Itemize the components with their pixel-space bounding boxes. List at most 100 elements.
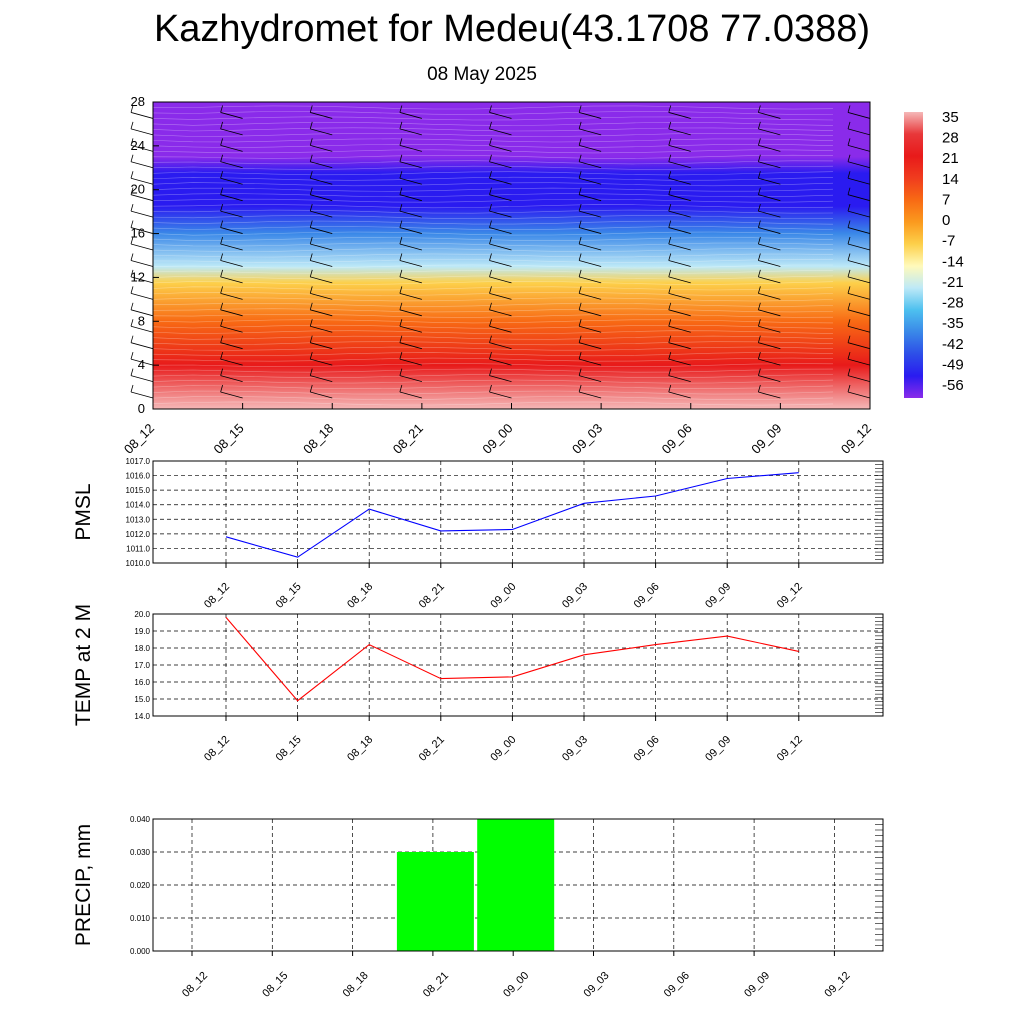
wind-barb: [579, 210, 602, 218]
y-axis-label: PMSL: [72, 483, 95, 540]
wind-barb: [399, 161, 422, 169]
y-tick-label: 1012.0: [126, 530, 151, 539]
wind-barb-flag: [757, 138, 761, 146]
wind-barb-flag: [668, 302, 672, 310]
contour-line: [152, 352, 834, 357]
wind-barb-flag: [489, 187, 492, 195]
x-tick-label: 08_12: [180, 970, 210, 1000]
wind-barb: [489, 292, 512, 300]
contour-line: [152, 198, 834, 203]
wind-barb-flag: [847, 368, 851, 376]
x-tick-label: 09_12: [822, 970, 852, 1000]
contour-line: [152, 111, 834, 115]
wind-barb-flag: [130, 352, 134, 360]
contour-line: [152, 368, 834, 373]
wind-barb: [220, 325, 243, 333]
contour-line: [152, 286, 834, 291]
wind-barb: [399, 243, 422, 251]
x-tick-label: 08_15: [274, 734, 304, 764]
wind-barb-flag: [489, 384, 492, 393]
wind-barb: [758, 292, 781, 300]
wind-barb-flag: [847, 302, 851, 310]
wind-barb: [489, 112, 512, 119]
wind-barb: [847, 342, 871, 350]
wind-barb: [847, 276, 871, 284]
wind-barb: [758, 210, 781, 218]
wind-barb-flag: [847, 105, 851, 113]
wind-barb: [310, 391, 333, 399]
wind-barb: [220, 375, 243, 382]
wind-barb: [847, 177, 871, 185]
contour-line: [152, 231, 834, 236]
contour-line: [152, 259, 834, 263]
wind-barb-flag: [668, 269, 672, 278]
y-tick-label: 1015.0: [126, 486, 151, 495]
wind-barb: [220, 309, 243, 317]
wind-barb: [668, 391, 691, 399]
colorbar-label: 7: [942, 191, 950, 208]
wind-barb-flag: [309, 286, 313, 294]
y-tick-label: 16: [131, 226, 145, 241]
wind-barb-flag: [578, 352, 582, 360]
wind-barb: [489, 161, 512, 169]
contour-line: [152, 379, 834, 384]
contour-line: [152, 237, 834, 242]
contour-line: [152, 143, 834, 148]
chart-title: Kazhydromet for Medeu(43.1708 77.0388): [153, 8, 871, 50]
y-tick-label: 1014.0: [126, 501, 151, 510]
wind-barb-flag: [578, 236, 582, 245]
wind-barb-flag: [309, 236, 313, 245]
wind-barb: [579, 194, 602, 202]
wind-barb: [847, 210, 871, 218]
wind-barb: [847, 309, 871, 317]
contour-line: [152, 330, 834, 335]
wind-barb: [310, 325, 333, 333]
wind-barb-flag: [220, 236, 224, 245]
colorbar-label: -35: [942, 315, 964, 332]
wind-barb-flag: [757, 335, 761, 343]
wind-barb-flag: [847, 204, 851, 212]
x-tick-label: 08_21: [417, 734, 447, 764]
wind-barb: [847, 391, 871, 399]
wind-barb-flag: [578, 335, 582, 343]
wind-barb-flag: [668, 138, 672, 146]
y-tick-label: 1017.0: [126, 457, 151, 466]
wind-barb: [579, 260, 602, 267]
colorbar-label: 0: [942, 212, 950, 229]
wind-barb: [489, 243, 512, 251]
contour-line: [152, 308, 834, 313]
wind-barb: [668, 177, 691, 185]
wind-barb-flag: [130, 302, 134, 310]
wind-barb-flag: [220, 368, 224, 376]
wind-barb-flag: [578, 154, 582, 162]
precip-bar: [396, 852, 474, 951]
x-tick-label: 08_21: [417, 581, 447, 611]
wind-barb-flag: [489, 352, 492, 360]
wind-barb-flag: [578, 269, 582, 278]
colorbar-label: 28: [942, 130, 959, 147]
wind-barb-flag: [309, 138, 313, 146]
wind-barb: [758, 260, 781, 267]
wind-barb-flag: [847, 253, 851, 261]
wind-barb: [847, 292, 871, 300]
y-axis-label: PRECIP, mm: [72, 824, 95, 946]
wind-barb-flag: [578, 319, 582, 327]
wind-barb-flag: [309, 220, 313, 228]
wind-barb-flag: [668, 220, 672, 228]
wind-barb: [489, 260, 512, 267]
x-tick-label: 09_03: [582, 970, 612, 1000]
wind-barb: [758, 276, 781, 284]
wind-barb-flag: [399, 286, 403, 294]
wind-barb-flag: [309, 335, 313, 343]
wind-barb-flag: [220, 105, 224, 113]
wind-barb-flag: [399, 352, 403, 360]
wind-barb: [130, 358, 154, 366]
wind-barb: [130, 227, 154, 234]
colorbar-label: 14: [942, 171, 959, 188]
y-tick-label: 1010.0: [126, 559, 151, 568]
x-tick-label: 08_21: [390, 421, 426, 457]
wind-barb: [399, 325, 422, 333]
wind-barb: [668, 128, 691, 136]
wind-barb: [130, 375, 154, 382]
wind-barb-flag: [399, 171, 403, 179]
